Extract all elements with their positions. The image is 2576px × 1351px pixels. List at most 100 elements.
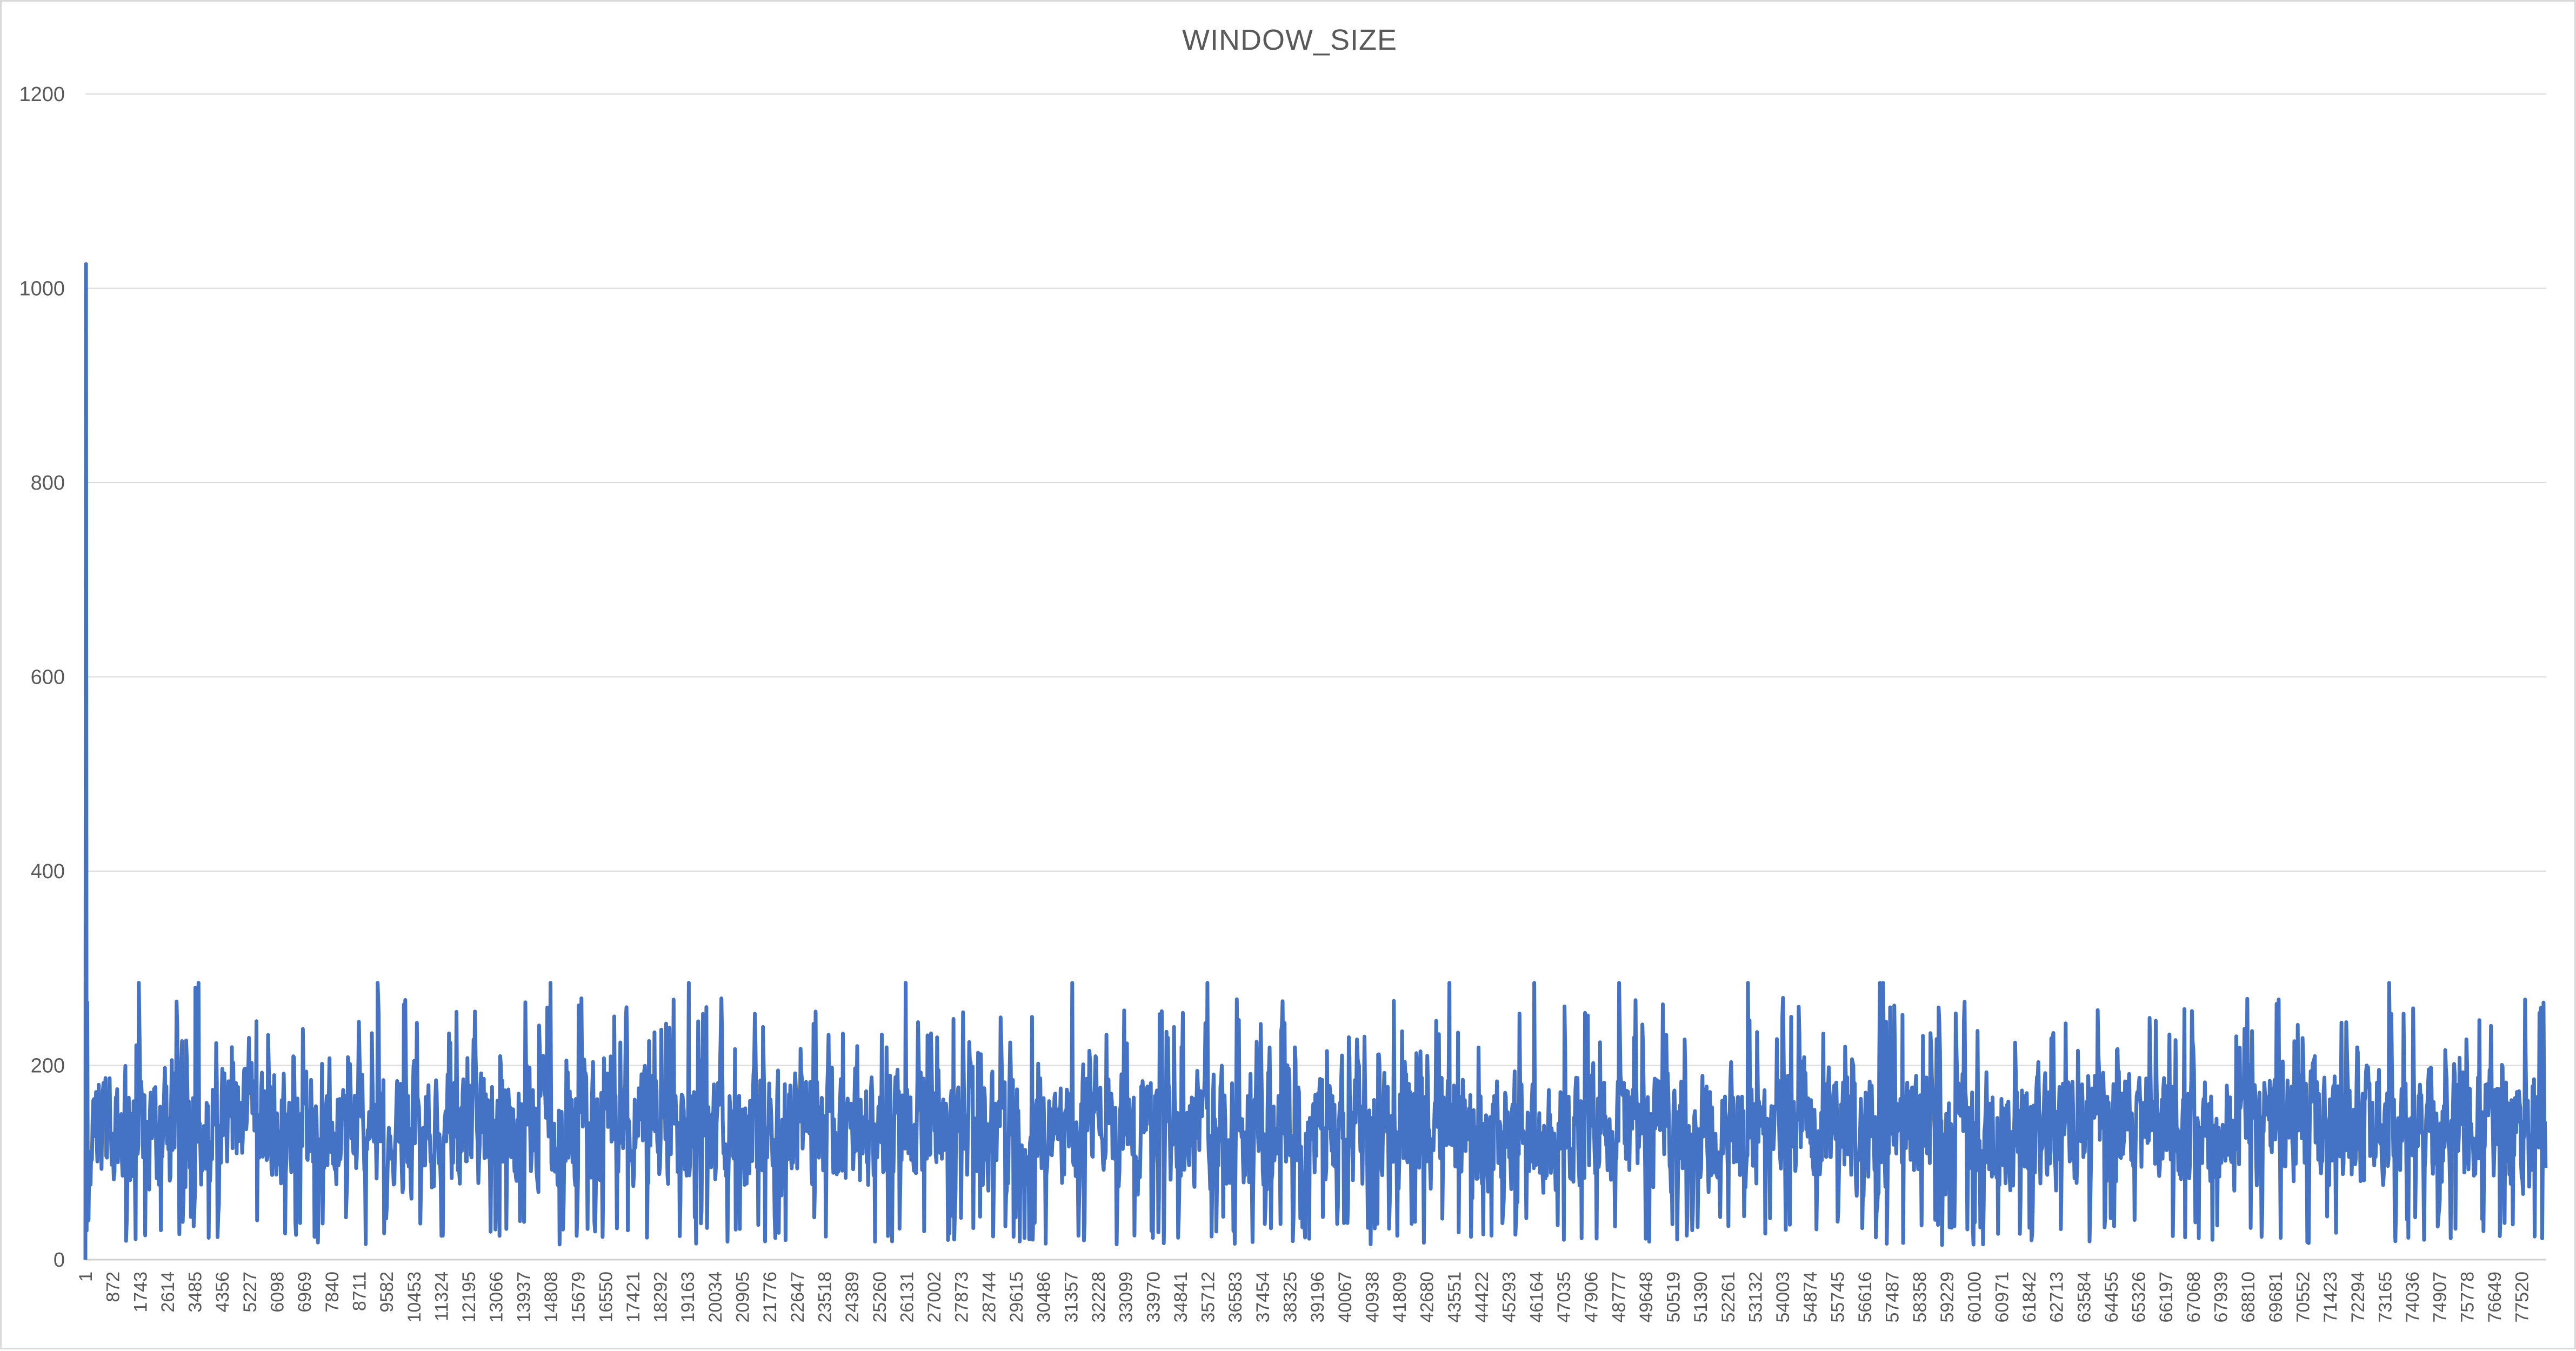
x-tick-label: 67939 (2211, 1272, 2232, 1323)
y-tick-label: 400 (31, 860, 65, 883)
y-tick-label: 800 (31, 472, 65, 494)
y-tick-label: 600 (31, 666, 65, 689)
x-tick-label: 68810 (2238, 1272, 2259, 1323)
x-tick-label: 27002 (924, 1272, 945, 1323)
x-tick-label: 5227 (240, 1272, 261, 1313)
x-tick-label: 20034 (705, 1272, 726, 1323)
gridlines (85, 93, 2546, 1261)
x-tick-label: 1743 (130, 1272, 151, 1313)
x-tick-label: 30486 (1034, 1272, 1055, 1323)
x-tick-label: 51390 (1691, 1272, 1711, 1323)
x-tick-label: 20905 (733, 1272, 753, 1323)
x-tick-label: 41809 (1390, 1272, 1410, 1323)
x-tick-label: 21776 (760, 1272, 780, 1323)
x-tick-label: 19163 (678, 1272, 698, 1323)
x-tick-label: 62713 (2047, 1272, 2067, 1323)
x-tick-label: 72294 (2348, 1272, 2368, 1323)
x-axis-ticks: 1 872 1743 2614 3485 4356 5227 6098 6969 7840 8711… (76, 1272, 2533, 1323)
x-tick-label: 18292 (651, 1272, 671, 1323)
x-tick-label: 76649 (2485, 1272, 2505, 1323)
x-tick-label: 54874 (1800, 1272, 1821, 1323)
x-tick-label: 26131 (897, 1272, 917, 1323)
x-tick-label: 13937 (513, 1272, 534, 1323)
x-tick-label: 75778 (2457, 1272, 2478, 1323)
x-tick-label: 66197 (2156, 1272, 2177, 1323)
x-tick-label: 77520 (2512, 1272, 2533, 1323)
x-tick-label: 12195 (459, 1272, 479, 1323)
chart-title: WINDOW_SIZE (1182, 24, 1397, 56)
x-tick-label: 31357 (1061, 1272, 1082, 1323)
x-tick-label: 58358 (1910, 1272, 1930, 1323)
x-tick-label: 7840 (322, 1272, 343, 1313)
x-tick-label: 39196 (1307, 1272, 1328, 1323)
x-tick-label: 61842 (2019, 1272, 2040, 1323)
x-tick-label: 64455 (2101, 1272, 2122, 1323)
x-tick-label: 16550 (596, 1272, 616, 1323)
series-layer (83, 262, 2548, 1260)
x-tick-label: 24389 (842, 1272, 863, 1323)
y-tick-label: 0 (54, 1249, 65, 1272)
x-tick-label: 25260 (870, 1272, 890, 1323)
x-tick-label: 59229 (1937, 1272, 1958, 1323)
x-tick-label: 40938 (1362, 1272, 1383, 1323)
x-tick-label: 69681 (2266, 1272, 2286, 1323)
x-tick-label: 33970 (1143, 1272, 1164, 1323)
x-tick-label: 70552 (2293, 1272, 2313, 1323)
x-tick-label: 73165 (2375, 1272, 2395, 1323)
x-tick-label: 36583 (1225, 1272, 1246, 1323)
x-tick-label: 2614 (158, 1272, 178, 1313)
x-tick-label: 872 (103, 1272, 124, 1302)
x-tick-label: 3485 (185, 1272, 206, 1313)
x-tick-label: 1 (76, 1272, 96, 1282)
x-tick-label: 60100 (1965, 1272, 1985, 1323)
x-tick-label: 34841 (1171, 1272, 1191, 1323)
x-tick-label: 4356 (212, 1272, 233, 1313)
x-tick-label: 74036 (2403, 1272, 2423, 1323)
x-tick-label: 17421 (623, 1272, 644, 1323)
x-tick-label: 13066 (486, 1272, 507, 1323)
x-tick-label: 65326 (2129, 1272, 2150, 1323)
x-tick-label: 44422 (1472, 1272, 1492, 1323)
x-tick-label: 50519 (1664, 1272, 1684, 1323)
x-tick-label: 53132 (1746, 1272, 1766, 1323)
x-tick-label: 35712 (1198, 1272, 1219, 1323)
x-tick-label: 45293 (1499, 1272, 1520, 1323)
x-tick-label: 33099 (1116, 1272, 1137, 1323)
y-tick-label: 200 (31, 1055, 65, 1078)
x-tick-label: 57487 (1883, 1272, 1903, 1323)
x-tick-label: 6098 (268, 1272, 288, 1313)
x-tick-label: 55745 (1827, 1272, 1848, 1323)
x-tick-label: 15679 (569, 1272, 589, 1323)
x-tick-label: 67068 (2184, 1272, 2204, 1323)
x-tick-label: 32228 (1089, 1272, 1109, 1323)
x-tick-label: 29615 (1006, 1272, 1027, 1323)
x-tick-label: 56616 (1855, 1272, 1876, 1323)
x-tick-label: 9582 (377, 1272, 397, 1313)
x-tick-label: 47906 (1581, 1272, 1602, 1323)
x-tick-label: 60971 (1992, 1272, 2012, 1323)
x-tick-label: 71423 (2320, 1272, 2341, 1323)
x-tick-label: 46164 (1526, 1272, 1547, 1323)
x-tick-label: 49648 (1636, 1272, 1657, 1323)
x-tick-label: 22647 (788, 1272, 808, 1323)
x-tick-label: 8711 (349, 1272, 370, 1311)
x-tick-label: 63584 (2074, 1272, 2094, 1323)
y-tick-label: 1000 (19, 278, 65, 300)
x-tick-label: 37454 (1253, 1272, 1273, 1323)
x-tick-label: 74907 (2430, 1272, 2451, 1323)
y-tick-label: 1200 (19, 83, 65, 106)
x-tick-label: 14808 (541, 1272, 562, 1323)
x-tick-label: 38325 (1280, 1272, 1300, 1323)
x-tick-label: 47035 (1554, 1272, 1574, 1323)
x-tick-label: 28744 (979, 1272, 999, 1323)
x-tick-label: 11324 (431, 1272, 452, 1321)
y-axis-ticks: 0 200 400 600 800 1000 1200 (19, 83, 65, 1272)
x-tick-label: 52261 (1718, 1272, 1739, 1323)
x-tick-label: 10453 (404, 1272, 425, 1323)
x-tick-label: 54003 (1773, 1272, 1793, 1323)
window-size-series-line (83, 262, 2548, 1260)
x-tick-label: 42680 (1417, 1272, 1438, 1323)
x-tick-label: 27873 (952, 1272, 972, 1323)
